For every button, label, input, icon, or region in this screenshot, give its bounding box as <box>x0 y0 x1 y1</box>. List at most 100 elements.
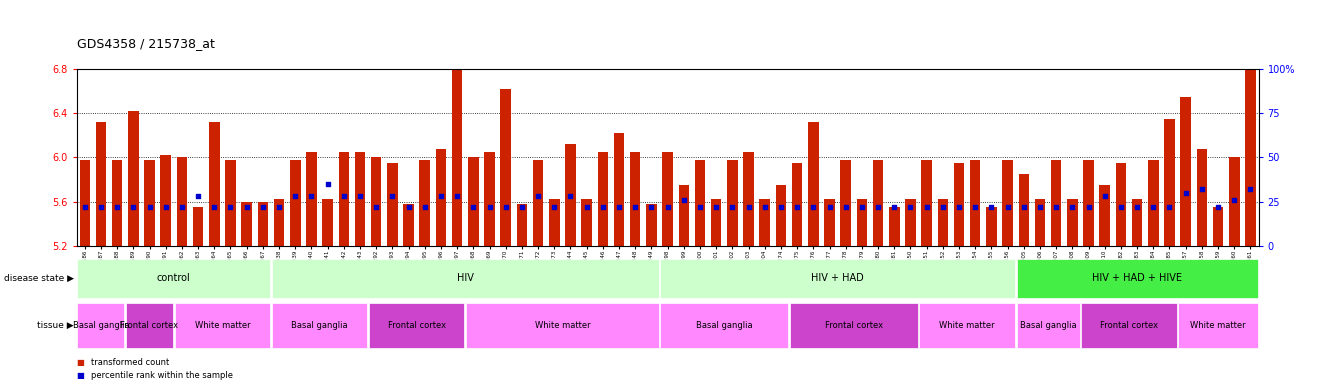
Point <box>1207 204 1228 210</box>
Point <box>1159 204 1181 210</box>
Point <box>997 204 1018 210</box>
Bar <box>1229 157 1240 246</box>
Bar <box>95 122 106 246</box>
Point <box>107 204 128 210</box>
Text: ■: ■ <box>77 358 85 367</box>
Point <box>576 204 598 210</box>
Text: Frontal cortex: Frontal cortex <box>1100 321 1158 330</box>
Text: White matter: White matter <box>940 321 995 330</box>
Point <box>818 204 839 210</box>
Point <box>1240 186 1261 192</box>
Bar <box>78 303 124 348</box>
Bar <box>789 303 917 348</box>
Bar <box>1181 97 1191 246</box>
Point <box>1224 197 1245 203</box>
Point <box>366 204 387 210</box>
Point <box>771 204 792 210</box>
Bar <box>1165 119 1175 246</box>
Bar <box>1067 199 1077 246</box>
Bar <box>144 160 155 246</box>
Bar <box>1081 303 1177 348</box>
Bar <box>662 152 673 246</box>
Bar <box>566 144 576 246</box>
Point <box>253 204 274 210</box>
Bar <box>501 89 512 246</box>
Bar <box>1196 149 1207 246</box>
Point <box>188 193 209 199</box>
Point <box>1077 204 1099 210</box>
Bar <box>1083 160 1093 246</box>
Bar <box>711 199 722 246</box>
Bar <box>727 160 738 246</box>
Point <box>932 204 953 210</box>
Point <box>867 204 888 210</box>
Bar <box>112 160 123 246</box>
Point <box>836 204 857 210</box>
Bar <box>678 185 689 246</box>
Point <box>543 204 564 210</box>
Point <box>139 204 160 210</box>
Bar <box>403 204 414 246</box>
Bar <box>1147 160 1158 246</box>
Bar <box>888 207 899 246</box>
Bar <box>646 204 657 246</box>
Point <box>722 204 743 210</box>
Point <box>851 204 873 210</box>
Bar <box>193 207 204 246</box>
Bar <box>1035 199 1046 246</box>
Bar <box>307 152 317 246</box>
Bar <box>1100 185 1110 246</box>
Point <box>414 204 435 210</box>
Point <box>463 204 484 210</box>
Point <box>706 204 727 210</box>
Text: White matter: White matter <box>194 321 250 330</box>
Text: HIV + HAD: HIV + HAD <box>812 273 865 283</box>
Point <box>204 204 225 210</box>
Point <box>479 204 500 210</box>
Bar <box>953 163 964 246</box>
Point <box>333 193 354 199</box>
Bar <box>919 303 1015 348</box>
Point <box>592 204 613 210</box>
Text: Frontal cortex: Frontal cortex <box>825 321 883 330</box>
Point <box>123 204 144 210</box>
Bar <box>695 160 705 246</box>
Bar <box>1116 163 1126 246</box>
Text: Basal ganglia: Basal ganglia <box>1019 321 1076 330</box>
Bar <box>1017 259 1257 298</box>
Text: ■: ■ <box>77 371 85 380</box>
Bar <box>792 163 802 246</box>
Text: Frontal cortex: Frontal cortex <box>387 321 446 330</box>
Point <box>527 193 549 199</box>
Bar <box>824 199 834 246</box>
Bar <box>776 185 787 246</box>
Text: Frontal cortex: Frontal cortex <box>120 321 178 330</box>
Point <box>641 204 662 210</box>
Text: Basal ganglia: Basal ganglia <box>291 321 348 330</box>
Bar <box>743 152 754 246</box>
Point <box>382 193 403 199</box>
Bar <box>209 122 219 246</box>
Point <box>625 204 646 210</box>
Bar <box>258 202 268 246</box>
Bar <box>274 199 284 246</box>
Bar <box>79 160 90 246</box>
Text: control: control <box>157 273 190 283</box>
Bar <box>323 199 333 246</box>
Bar <box>808 122 818 246</box>
Bar <box>419 160 430 246</box>
Point <box>1110 204 1132 210</box>
Point <box>608 204 629 210</box>
Bar <box>225 160 235 246</box>
Text: transformed count: transformed count <box>91 358 169 367</box>
Point <box>738 204 759 210</box>
Text: White matter: White matter <box>534 321 590 330</box>
Bar <box>484 152 494 246</box>
Bar <box>517 204 527 246</box>
Point <box>155 204 176 210</box>
Bar <box>1018 174 1029 246</box>
Text: tissue ▶: tissue ▶ <box>37 321 74 330</box>
Bar <box>175 303 270 348</box>
Bar <box>1245 53 1256 246</box>
Bar <box>613 133 624 246</box>
